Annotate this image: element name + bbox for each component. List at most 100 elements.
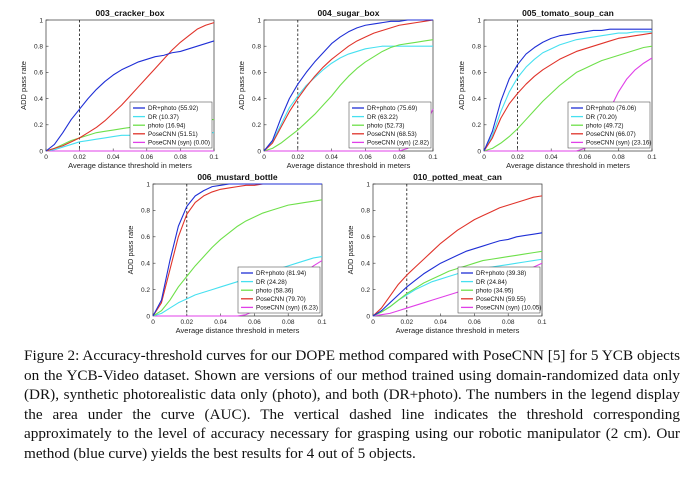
legend-entry: photo (58.36) — [256, 287, 293, 294]
x-axis-label: Average distance threshold in meters — [176, 326, 300, 335]
x-tick-label: 0 — [44, 154, 48, 161]
series-line-dr-photo — [372, 232, 543, 317]
series-line-posecnn — [483, 32, 653, 152]
legend-entry: PoseCNN (syn) (2.82) — [367, 140, 429, 147]
x-axis-label: Average distance threshold in meters — [68, 161, 192, 170]
series-line-posecnn — [45, 22, 215, 152]
legend: DR+photo (81.94) DR (24.28)photo (58.36) P… — [237, 266, 321, 314]
x-axis-label: Average distance threshold in meters — [287, 161, 411, 170]
x-tick-label: 0.02 — [73, 154, 86, 161]
y-tick-label: 0 — [146, 313, 150, 320]
legend-entry: DR+photo (75.69) — [367, 105, 417, 112]
legend-entry: PoseCNN (59.55) — [476, 296, 526, 303]
chart-panel-005-tomato-soup-can: 005_tomato_soup_can 0 0.02 0.04 0.06 0.08 0.1 0… — [457, 8, 657, 170]
x-tick-label: 0 — [262, 154, 266, 161]
legend-entry: photo (52.73) — [367, 122, 404, 129]
x-tick-label: 0.08 — [393, 154, 406, 161]
y-tick-label: 1 — [39, 17, 43, 24]
series-line-posecnn — [372, 195, 543, 317]
y-axis-label: ADD pass rate — [346, 226, 355, 275]
x-tick-label: 0.1 — [317, 319, 326, 326]
y-axis-label: ADD pass rate — [457, 61, 466, 110]
y-tick-label: 0.8 — [252, 44, 261, 51]
y-tick-label: 0.6 — [252, 70, 261, 77]
legend-entry: DR (10.37) — [148, 114, 179, 121]
y-tick-label: 1 — [146, 181, 150, 188]
x-tick-label: 0.1 — [647, 154, 656, 161]
x-tick-label: 0.08 — [612, 154, 625, 161]
legend: DR+photo (75.69) DR (63.22)photo (52.73) P… — [348, 101, 432, 149]
series-line-dr — [483, 31, 652, 152]
series-line-dr-photo — [45, 40, 215, 152]
series-line-dr — [263, 45, 433, 152]
legend-entry: DR (70.20) — [586, 114, 617, 121]
series-line-posecnn-syn — [264, 108, 434, 152]
x-tick-label: 0.1 — [428, 154, 437, 161]
legend-entry: DR+photo (76.06) — [586, 105, 636, 112]
x-tick-label: 0.02 — [291, 154, 304, 161]
chart-title: 005_tomato_soup_can — [522, 8, 614, 18]
x-tick-label: 0.04 — [107, 154, 120, 161]
legend-entry: PoseCNN (68.53) — [367, 131, 417, 138]
chart-panel-004-sugar-box: 004_sugar_box 0 0.02 0.04 0.06 0.08 0.1 0 0.2 0.4… — [237, 8, 438, 170]
x-tick-label: 0.04 — [325, 154, 338, 161]
y-tick-label: 0.2 — [361, 287, 370, 294]
series-line-photo — [483, 45, 653, 152]
x-tick-label: 0.06 — [468, 319, 481, 326]
x-tick-label: 0.04 — [545, 154, 558, 161]
x-tick-label: 0.06 — [140, 154, 153, 161]
x-tick-label: 0.08 — [174, 154, 187, 161]
y-tick-label: 0 — [366, 313, 370, 320]
x-tick-label: 0.06 — [248, 319, 261, 326]
y-tick-label: 0.8 — [34, 44, 43, 51]
y-axis-label: ADD pass rate — [126, 226, 135, 275]
y-tick-label: 0.4 — [252, 96, 261, 103]
legend-entry: DR (24.84) — [476, 279, 507, 286]
legend: DR+photo (76.06) DR (70.20)photo (49.72) P… — [567, 101, 651, 149]
legend: DR+photo (55.92) DR (10.37)photo (16.94) P… — [129, 101, 213, 149]
legend-entry: PoseCNN (66.07) — [586, 131, 636, 138]
legend-entry: PoseCNN (syn) (6.23) — [256, 305, 318, 312]
x-tick-label: 0.04 — [434, 319, 447, 326]
y-tick-label: 0.2 — [34, 122, 43, 129]
x-tick-label: 0.06 — [359, 154, 372, 161]
y-axis-label: ADD pass rate — [237, 61, 246, 110]
y-tick-label: 0.2 — [472, 122, 481, 129]
legend-entry: DR+photo (81.94) — [256, 270, 306, 277]
series-line-dr-photo — [483, 28, 652, 152]
y-tick-label: 0.4 — [141, 261, 150, 268]
y-tick-label: 0.8 — [361, 208, 370, 215]
legend-entry: DR (63.22) — [367, 114, 398, 121]
chart-title: 006_mustard_bottle — [197, 172, 278, 182]
y-tick-label: 0.8 — [141, 208, 150, 215]
x-tick-label: 0.04 — [214, 319, 227, 326]
y-tick-label: 1 — [366, 181, 370, 188]
y-tick-label: 0.4 — [361, 261, 370, 268]
y-tick-label: 1 — [477, 17, 481, 24]
chart-title: 003_cracker_box — [95, 8, 164, 18]
legend: DR+photo (39.38) DR (24.84)photo (34.95) P… — [457, 266, 541, 314]
series-line-photo — [372, 250, 543, 317]
x-tick-label: 0.06 — [578, 154, 591, 161]
legend-entry: photo (34.95) — [476, 287, 513, 294]
series-line-posecnn-syn — [484, 57, 653, 152]
x-tick-label: 0 — [482, 154, 486, 161]
series-line-dr-photo — [152, 183, 322, 317]
y-tick-label: 0.6 — [472, 70, 481, 77]
y-tick-label: 0 — [477, 148, 481, 155]
legend-entry: DR+photo (55.92) — [148, 105, 198, 112]
y-tick-label: 0 — [257, 148, 261, 155]
x-tick-label: 0.02 — [180, 319, 193, 326]
y-tick-label: 0.8 — [472, 44, 481, 51]
y-axis-label: ADD pass rate — [19, 61, 28, 110]
legend-entry: PoseCNN (51.51) — [148, 131, 198, 138]
x-tick-label: 0.02 — [511, 154, 524, 161]
x-tick-label: 0 — [371, 319, 375, 326]
legend-entry: PoseCNN (syn) (23.16) — [586, 140, 651, 147]
series-line-dr — [152, 256, 323, 317]
y-tick-label: 0.2 — [252, 122, 261, 129]
series-line-posecnn — [263, 19, 434, 152]
x-tick-label: 0 — [151, 319, 155, 326]
legend-entry: DR+photo (39.38) — [476, 270, 526, 277]
